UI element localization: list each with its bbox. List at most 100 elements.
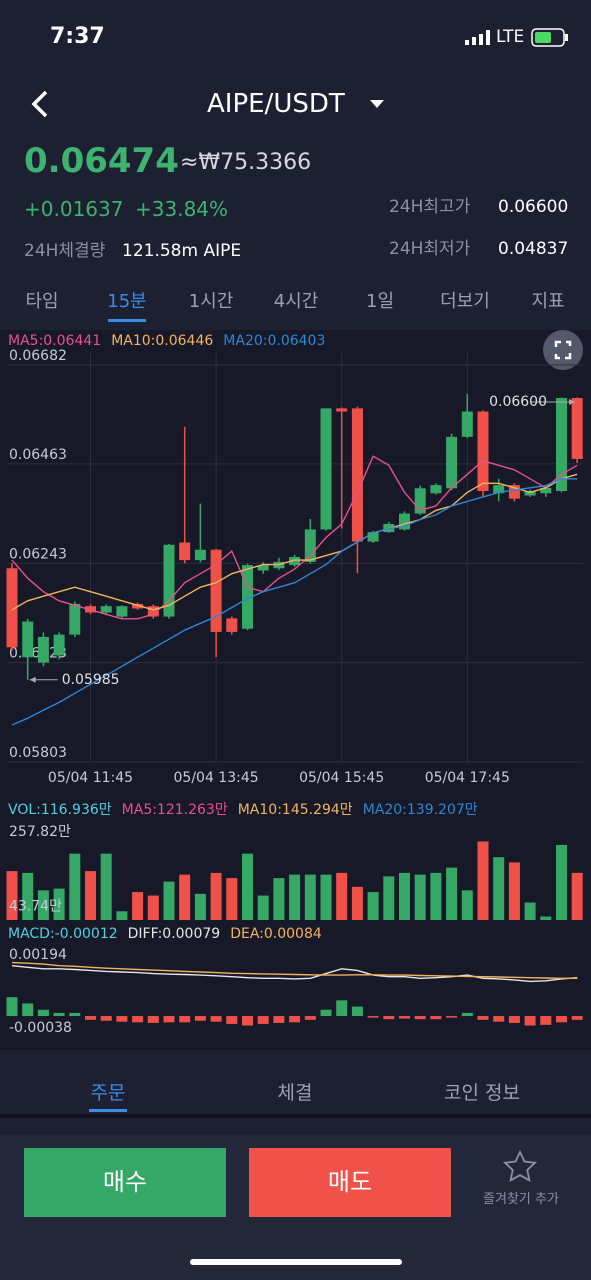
- arrow-head: [569, 399, 575, 406]
- macd-bar: [53, 1012, 65, 1017]
- candle-body: [571, 397, 583, 459]
- y-tick-label: -0.00038: [9, 1020, 72, 1036]
- interval-tab[interactable]: 더보기: [440, 291, 490, 312]
- macd-bar: [69, 1012, 81, 1017]
- macd-line: [11, 961, 578, 979]
- favorite-text[interactable]: 즐겨찾기 추가: [483, 1192, 559, 1207]
- macd-bar: [477, 1016, 489, 1020]
- candle-body: [194, 549, 206, 561]
- volume-bar: [179, 874, 191, 920]
- legend-entry: MA5:0.06441: [8, 333, 101, 349]
- volume-bar: [100, 853, 112, 920]
- interval-tab[interactable]: 지표: [531, 291, 565, 312]
- candle-body: [257, 565, 269, 571]
- candle-body: [242, 565, 253, 629]
- volume-bar: [289, 874, 301, 920]
- macd-bar: [524, 1016, 536, 1026]
- volume-bar: [304, 874, 316, 920]
- volume-bar: [242, 853, 253, 920]
- candle-body: [430, 485, 442, 494]
- favorite-icon[interactable]: [502, 1149, 538, 1183]
- ma-line: [11, 455, 578, 620]
- macd-bar: [210, 1016, 222, 1022]
- macd-bar: [540, 1016, 552, 1025]
- candle-body: [399, 513, 410, 530]
- buy-button[interactable]: [24, 1148, 226, 1217]
- interval-tab[interactable]: 1일: [365, 291, 395, 312]
- candle-body: [508, 485, 520, 499]
- candle-body: [493, 485, 505, 494]
- legend-entry: MA5:121.263만: [122, 802, 228, 818]
- volume-bar: [336, 872, 348, 920]
- legend-entry: DEA:0.00084: [230, 926, 322, 942]
- interval-tab[interactable]: 타임: [25, 291, 59, 312]
- volume-bar: [556, 844, 567, 920]
- y-tick-label: 0.06682: [9, 348, 67, 364]
- battery-tip: [565, 34, 568, 41]
- interval-tab[interactable]: 15분: [107, 291, 147, 312]
- macd-bar: [100, 1016, 112, 1021]
- macd-bar: [147, 1016, 159, 1023]
- y-tick-label: 0.05803: [9, 745, 67, 761]
- macd-bar: [383, 1016, 395, 1020]
- x-tick-label: 05/04 11:45: [48, 770, 133, 786]
- volume-bar: [351, 886, 363, 920]
- battery-icon: [531, 28, 565, 47]
- volume-bar: [163, 881, 175, 920]
- arrow-head: [29, 676, 36, 683]
- candle-body: [367, 532, 379, 542]
- legend-entry: MA10:145.294만: [238, 802, 353, 818]
- candle-body: [132, 603, 144, 609]
- x-tick-label: 05/04 15:45: [299, 770, 384, 786]
- x-tick-label: 05/04 17:45: [425, 770, 510, 786]
- y-tick-label: 257.82만: [9, 824, 71, 840]
- candle-body: [446, 436, 458, 489]
- volume-bar: [477, 841, 489, 920]
- macd-bar: [179, 1016, 191, 1023]
- macd-bar: [320, 1009, 332, 1017]
- back-button[interactable]: [31, 90, 48, 118]
- volume-bar: [414, 874, 426, 920]
- candle-body: [320, 408, 332, 530]
- bottom-tab[interactable]: 주문: [90, 1082, 126, 1104]
- candle-body: [37, 636, 49, 663]
- macd-bar: [367, 1016, 379, 1018]
- candle-body: [179, 542, 191, 561]
- macd-bar: [461, 1012, 473, 1017]
- annotation-label: 0.05985: [62, 672, 120, 688]
- status-network: LTE: [496, 27, 525, 47]
- buy-text[interactable]: 매수: [102, 1168, 148, 1196]
- volume-bar: [430, 872, 442, 920]
- y-tick-label: 0.06463: [9, 447, 67, 463]
- macd-line: [11, 965, 578, 983]
- legend-entry: VOL:116.936만: [8, 802, 112, 818]
- volume-bar: [383, 876, 395, 920]
- bottom-tab[interactable]: 코인 정보: [444, 1082, 520, 1104]
- macd-bar: [336, 1000, 348, 1017]
- legend-entry: DIFF:0.00079: [128, 926, 221, 942]
- volume-bar: [320, 874, 332, 920]
- annotation-label: 0.06600: [489, 394, 547, 410]
- krw-price: ≈₩75.3366: [180, 150, 312, 175]
- last-price: 0.06474: [24, 141, 179, 181]
- battery-level: [535, 32, 551, 43]
- volume-bar: [226, 878, 238, 920]
- interval-tab[interactable]: 4시간: [273, 291, 319, 312]
- sell-button[interactable]: [249, 1148, 451, 1217]
- macd-bar: [430, 1016, 442, 1020]
- dropdown-arrow[interactable]: [370, 100, 384, 108]
- fullscreen-button[interactable]: [543, 330, 583, 370]
- bottom-tab[interactable]: 체결: [277, 1082, 313, 1104]
- macd-bar: [571, 1016, 583, 1020]
- sell-text[interactable]: 매도: [327, 1168, 373, 1196]
- pair-title[interactable]: AIPE/USDT: [207, 89, 345, 119]
- macd-bar: [257, 1016, 269, 1024]
- candle-body: [304, 529, 316, 562]
- interval-tab[interactable]: 1시간: [188, 291, 234, 312]
- bottom-tab-underline: [89, 1109, 127, 1112]
- candle-body: [6, 568, 18, 648]
- candle-body: [210, 549, 222, 632]
- candle-body: [336, 408, 348, 412]
